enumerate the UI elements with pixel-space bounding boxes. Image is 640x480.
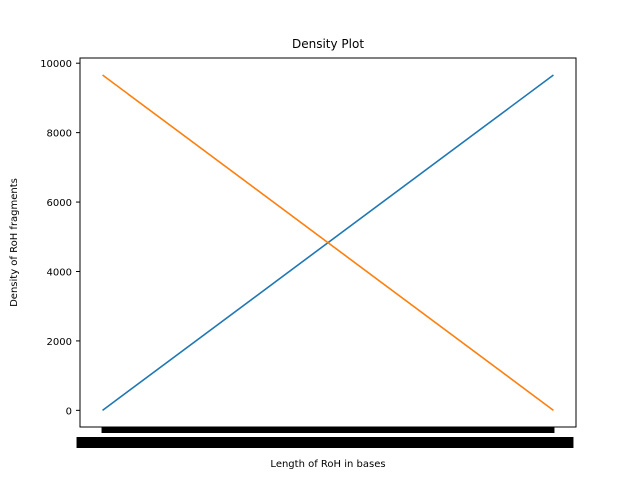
y-tick-label: 4000 — [47, 267, 72, 278]
y-tick-label: 6000 — [47, 198, 72, 209]
y-axis-label: Density of RoH fragments — [9, 178, 20, 307]
x-tick-marks-band — [101, 427, 555, 433]
y-tick-label: 10000 — [40, 59, 72, 70]
y-tick-label: 8000 — [47, 129, 72, 140]
chart-title: Density Plot — [292, 37, 364, 51]
x-tick-label-band — [76, 427, 574, 448]
x-tick-labels-band — [76, 437, 574, 448]
y-axis-ticks: 0 2000 4000 6000 8000 10000 — [40, 59, 80, 417]
y-tick-label: 2000 — [47, 337, 72, 348]
y-tick-label: 0 — [66, 406, 72, 417]
x-axis-label: Length of RoH in bases — [270, 459, 385, 470]
axes-frame — [79, 57, 577, 428]
series-line-2 — [102, 74, 554, 411]
series-layer — [102, 74, 554, 411]
